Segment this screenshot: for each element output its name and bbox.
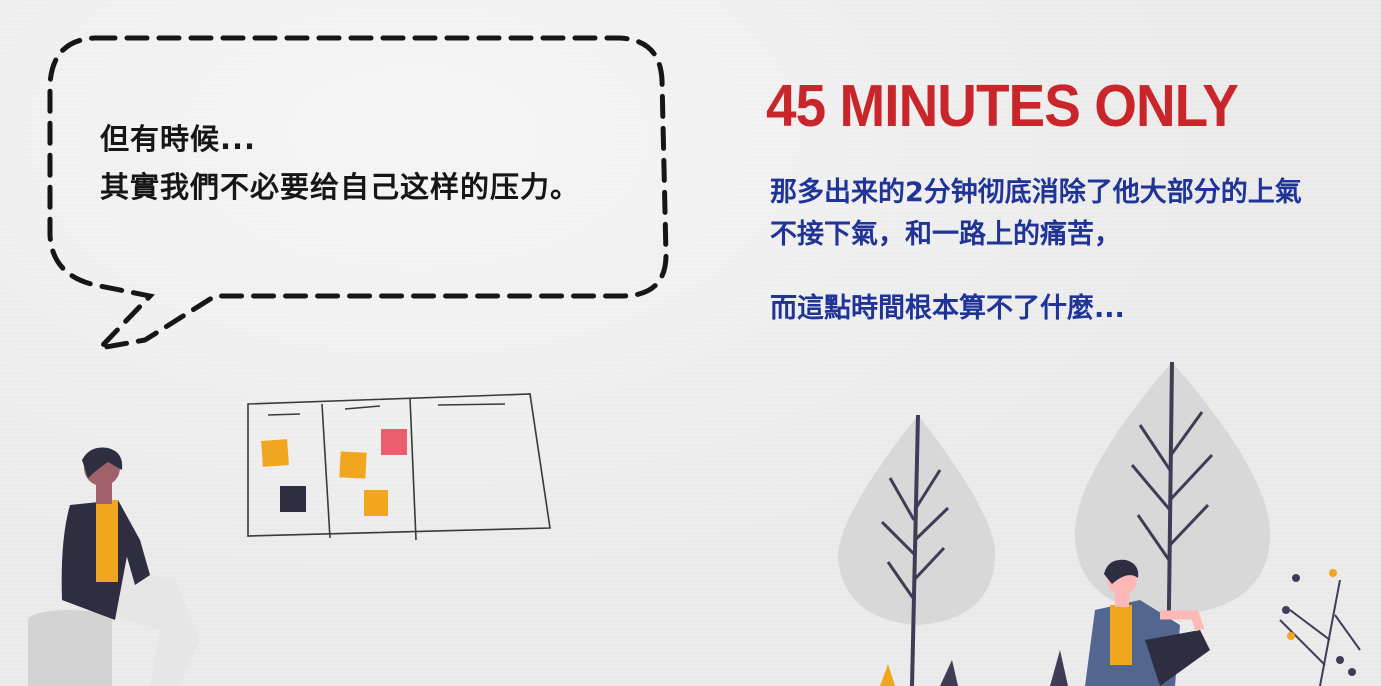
speech-bubble-line: 其實我們不必要给自己这样的压力。: [100, 170, 581, 204]
kanban-board: [247, 393, 551, 541]
body-line: 那多出来的2分钟彻底消除了他大部分的上氣: [770, 177, 1302, 208]
plant-illustration: [1279, 569, 1361, 686]
headline: 45 MINUTES ONLY: [766, 73, 1239, 139]
body-line: 而這點時間根本算不了什麼...: [770, 293, 1125, 324]
speech-bubble-text: 但有時候... 其實我們不必要给自己这样的压力。: [100, 115, 580, 211]
body-line: 不接下氣，和一路上的痛苦，: [770, 219, 1121, 250]
tree-illustration: [837, 414, 996, 686]
person-sitting-illustration: [28, 447, 200, 686]
grass-illustration: [880, 650, 1068, 686]
sticky-note: [261, 439, 289, 467]
sticky-note: [364, 490, 388, 516]
sticky-note: [339, 451, 367, 479]
body-text: 那多出来的2分钟彻底消除了他大部分的上氣 不接下氣，和一路上的痛苦， 而這點時間…: [770, 172, 1302, 330]
sticky-note: [381, 429, 407, 455]
person-crouching-illustration: [1085, 559, 1210, 686]
speech-bubble-outline: [47, 35, 669, 352]
speech-bubble-line: 但有時候...: [100, 122, 257, 156]
sticky-note: [280, 486, 306, 512]
